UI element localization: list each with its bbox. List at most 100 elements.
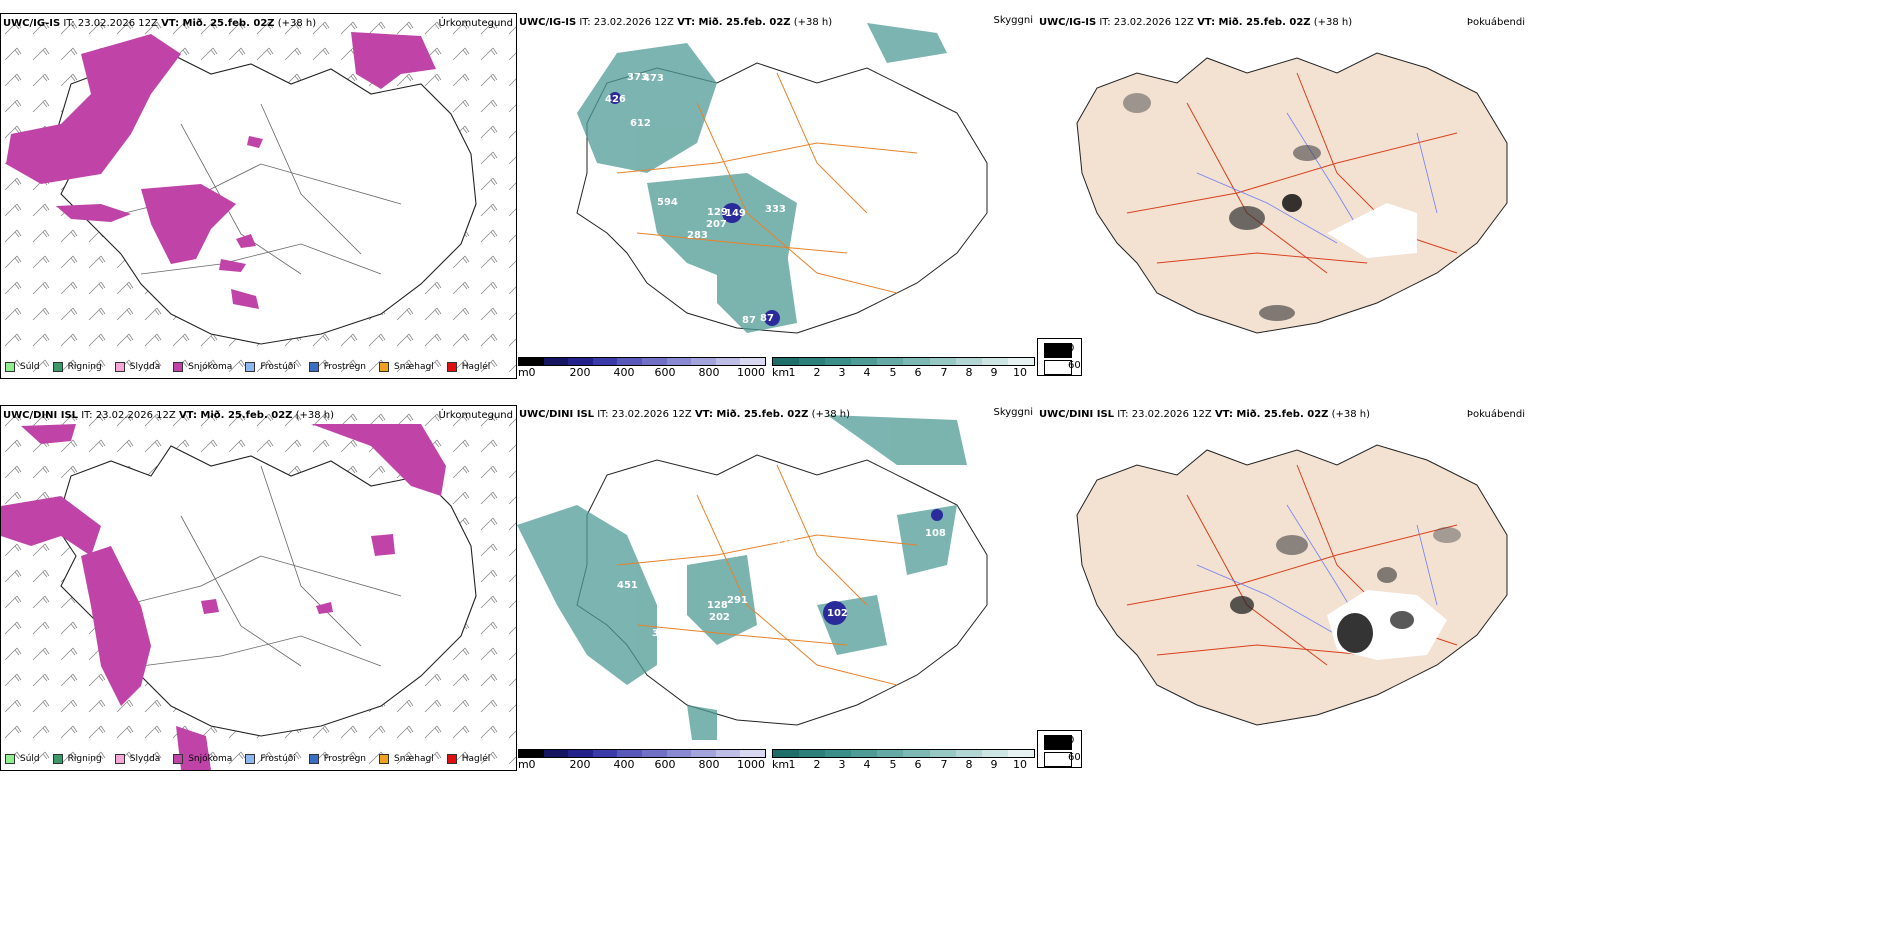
- lead-time: (+38 h): [295, 410, 335, 421]
- colorbar-bin: [799, 358, 826, 365]
- colorbar-bin: [715, 358, 741, 365]
- valid-time: VT: Mið. 25.feb. 02Z: [1197, 17, 1311, 28]
- init-time: IT: 23.02.2026 12Z: [63, 18, 158, 29]
- legend-item-frostudi: Frostúði: [245, 754, 296, 764]
- colorbar-bin: [929, 358, 956, 365]
- colorbar-bin: [1007, 750, 1034, 757]
- colorbar-bin: [617, 358, 642, 365]
- ceiling-value: 333: [765, 204, 786, 215]
- fog-panel-top: UWC/IG-IS IT: 23.02.2026 12Z VT: Mið. 25…: [1037, 13, 1527, 338]
- fog-key-row: [1044, 343, 1072, 358]
- valid-time: VT: Mið. 25.feb. 02Z: [1214, 409, 1329, 420]
- fog-key-label: 0: [1068, 735, 1075, 746]
- tick-label: 5: [889, 366, 897, 379]
- legend-item-haglel: Haglél: [446, 362, 490, 372]
- tick-label: 4: [863, 366, 871, 379]
- valid-time: VT: Mið. 25.feb. 02Z: [178, 410, 293, 421]
- visibility-ticks: 1 2 3 4 5 6 7 8 9 10: [772, 366, 1037, 380]
- colorbar-bin: [955, 358, 982, 365]
- legend-item-snjokoma: Snjókoma: [173, 754, 232, 764]
- road-network: [120, 465, 402, 667]
- fog-panel-bottom: UWC/DINI ISL IT: 23.02.2026 12Z VT: Mið.…: [1037, 405, 1527, 730]
- colorbar-bin: [519, 750, 544, 757]
- colorbar-bin: [666, 750, 692, 757]
- ceiling-value: 283: [687, 230, 708, 241]
- colorbar-bin: [877, 750, 904, 757]
- visibility-panel-bottom: 451 128 291 202 324 102 92 108 112 UWC/D…: [517, 405, 1037, 771]
- precip-legend: Súld Rigning Slydda Snjókoma Frostúði Fr…: [5, 362, 490, 372]
- fog-map-top: [1076, 52, 1508, 334]
- colorbar-bin: [519, 358, 544, 365]
- colorbar-bin: [641, 750, 667, 757]
- visibility-panel-top: 373 473 426 612 671 594 129 149 207 333 …: [517, 13, 1037, 379]
- colorbar-bin: [617, 750, 642, 757]
- ceiling-value: 202: [709, 612, 730, 623]
- visibility-header-top: UWC/IG-IS IT: 23.02.2026 12Z VT: Mið. 25…: [519, 17, 832, 28]
- snow-areas: [1, 424, 446, 770]
- legend-item-rigning: Rigning: [52, 362, 102, 372]
- valid-time: VT: Mið. 25.feb. 02Z: [694, 409, 809, 420]
- fog-indicator-patches: [1123, 93, 1417, 321]
- tick-label: 7: [940, 758, 948, 771]
- fog-map-bottom: [1076, 444, 1508, 726]
- fog-key-swatch: [1044, 735, 1072, 750]
- ceiling-colorbar: [518, 357, 766, 366]
- tick-label: 1: [788, 758, 796, 771]
- visibility-unit: km: [772, 366, 790, 379]
- tick-label: 2: [813, 758, 821, 771]
- colorbar-bin: [955, 750, 982, 757]
- legend-swatch: [5, 754, 15, 764]
- lead-time: (+38 h): [1313, 17, 1353, 28]
- tick-label: 200: [569, 366, 591, 379]
- tick-label: 3: [838, 758, 846, 771]
- tick-label: 9: [990, 758, 998, 771]
- colorbar-bin: [851, 358, 878, 365]
- colorbar-bin: [773, 750, 800, 757]
- model-name: UWC/IG-IS: [1039, 17, 1097, 28]
- model-name: UWC/IG-IS: [519, 17, 577, 28]
- snow-areas: [6, 32, 436, 309]
- ceiling-colorbar: [518, 749, 766, 758]
- legend-swatch: [446, 754, 457, 764]
- precip-legend: Súld Rigning Slydda Snjókoma Frostúði Fr…: [5, 754, 490, 764]
- road-network: [616, 72, 918, 294]
- lead-time: (+38 h): [793, 17, 833, 28]
- ceiling-value: 87: [760, 313, 774, 324]
- visibility-map-top: 373 473 426 612 671 594 129 149 207 333 …: [576, 23, 988, 334]
- precip-panel-top: UWC/IG-IS IT: 23.02.2026 12Z VT: Mið. 25…: [0, 13, 517, 379]
- legend-item-slydda: Slydda: [114, 362, 160, 372]
- tick-label: 8: [965, 758, 973, 771]
- init-time: IT: 23.02.2026 12Z: [597, 409, 692, 420]
- fog-header-top: UWC/IG-IS IT: 23.02.2026 12Z VT: Mið. 25…: [1039, 17, 1352, 28]
- legend-item-slydda: Slydda: [114, 754, 160, 764]
- colorbar-bin: [568, 750, 593, 757]
- tick-label: 6: [914, 366, 922, 379]
- fog-key-bottom: [1037, 730, 1082, 768]
- precip-map-top: [1, 14, 516, 378]
- fog-key-label: 0: [1068, 343, 1075, 354]
- precip-title: Úrkomutegund: [438, 410, 513, 421]
- tick-label: 4: [863, 758, 871, 771]
- colorbar-bin: [981, 358, 1008, 365]
- tick-label: 400: [613, 366, 635, 379]
- lead-time: (+38 h): [277, 18, 317, 29]
- legend-swatch: [308, 754, 319, 764]
- ceiling-value: 102: [827, 608, 848, 619]
- ceiling-value: 128: [707, 600, 728, 611]
- model-name: UWC/IG-IS: [3, 18, 61, 29]
- colorbar-bin: [981, 750, 1008, 757]
- colorbar-bin: [851, 750, 878, 757]
- ceiling-value-labels: 451 128 291 202 324 102 92 108 112: [617, 528, 946, 639]
- ceiling-value: 129: [707, 207, 728, 218]
- colorbar-bin: [740, 358, 765, 365]
- colorbar-bin: [929, 750, 956, 757]
- model-name: UWC/DINI ISL: [519, 409, 595, 420]
- precip-title: Úrkomutegund: [438, 18, 513, 29]
- legend-swatch: [52, 754, 63, 764]
- tick-label: 1: [788, 366, 796, 379]
- fog-key-row: [1044, 752, 1072, 767]
- tick-label: 1000: [737, 366, 765, 379]
- legend-swatch: [446, 362, 457, 372]
- legend-swatch: [379, 362, 390, 372]
- ceiling-value: 207: [706, 219, 727, 230]
